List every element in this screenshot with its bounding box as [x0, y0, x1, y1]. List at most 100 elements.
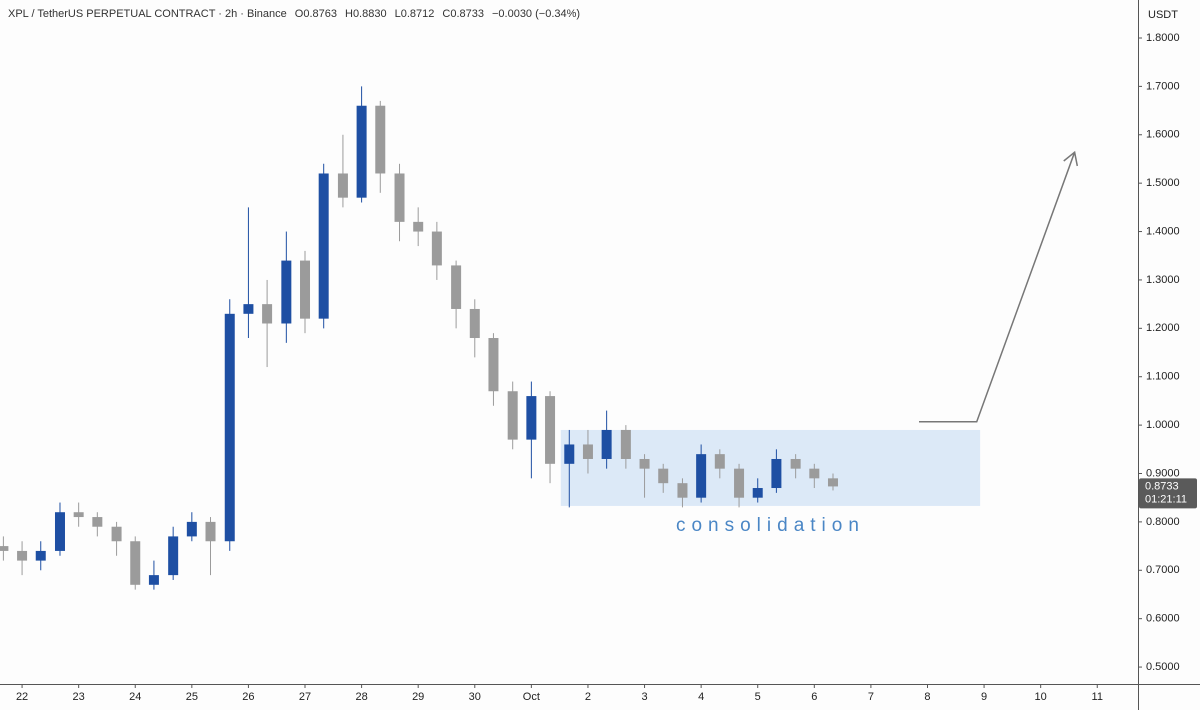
- candle-body: [130, 541, 141, 585]
- y-tick-label: 0.5000: [1146, 661, 1180, 673]
- candle-body: [318, 173, 329, 319]
- candle-body: [243, 304, 254, 314]
- candle-body: [469, 308, 480, 339]
- candle-body: [488, 338, 499, 392]
- header-text: 0.8830: [353, 8, 387, 20]
- candle-body: [507, 391, 518, 440]
- candle-body: [639, 458, 650, 469]
- x-tick-label: 9: [981, 691, 987, 703]
- x-tick-label: 24: [129, 691, 141, 703]
- header-text: O: [295, 8, 304, 20]
- candle-body: [677, 483, 688, 498]
- candle-body: [224, 313, 235, 542]
- header-text: 0.8733: [450, 8, 484, 20]
- candle-body: [168, 536, 179, 576]
- candle-body: [658, 468, 669, 484]
- candle-body: [205, 521, 216, 542]
- y-tick-label: 0.8000: [1146, 516, 1180, 528]
- candle-body: [92, 517, 103, 527]
- candle-body: [111, 526, 122, 542]
- axes: 0.5000 0.6000 0.7000 0.8000 0.9000 1.0000 1.10…: [16, 32, 1197, 703]
- x-tick-label: Oct: [523, 691, 540, 703]
- y-tick-label: 1.8000: [1146, 32, 1180, 44]
- x-tick-label: 22: [16, 691, 28, 703]
- price-unit: USDT: [1148, 9, 1178, 21]
- y-tick-label: 1.4000: [1146, 225, 1180, 237]
- y-tick-label: 1.6000: [1146, 129, 1180, 141]
- candle-body: [564, 444, 575, 464]
- y-tick-label: 1.0000: [1146, 419, 1180, 431]
- y-tick-label: 1.1000: [1146, 371, 1180, 383]
- candle-body: [300, 260, 311, 319]
- header-text: H: [345, 8, 353, 20]
- x-tick-label: 4: [698, 691, 704, 703]
- x-tick-label: 10: [1035, 691, 1047, 703]
- candle-body: [734, 468, 745, 498]
- candle-body: [356, 105, 367, 198]
- candle-body: [431, 231, 442, 266]
- x-tick-label: 27: [299, 691, 311, 703]
- x-tick-label: 3: [641, 691, 647, 703]
- candle-body: [281, 260, 292, 324]
- header-text: 0.8763: [303, 8, 337, 20]
- candle-body: [809, 468, 820, 479]
- candle-body: [620, 429, 631, 459]
- x-tick-label: 28: [355, 691, 367, 703]
- candle-body: [601, 429, 612, 459]
- candle-body: [790, 458, 801, 469]
- consolidation-label: consolidation: [676, 515, 865, 536]
- x-tick-label: 26: [242, 691, 254, 703]
- countdown-label: 01:21:11: [1145, 493, 1187, 505]
- candle-body: [17, 550, 28, 561]
- candle-body: [148, 575, 159, 585]
- candle-body: [394, 173, 405, 222]
- candle-body: [0, 546, 9, 551]
- y-tick-label: 0.7000: [1146, 564, 1180, 576]
- price-axis-area: [1138, 0, 1200, 710]
- projection-arrow: [919, 151, 1076, 423]
- y-tick-label: 0.9000: [1146, 467, 1180, 479]
- candle-body: [73, 512, 84, 518]
- candle-body: [526, 396, 537, 440]
- candle-body: [545, 396, 556, 464]
- candle-body: [186, 521, 197, 537]
- candle-body: [827, 478, 838, 487]
- y-tick-label: 1.7000: [1146, 80, 1180, 92]
- y-tick-label: 0.6000: [1146, 613, 1180, 625]
- header: XPL / TetherUS PERPETUAL CONTRACT · 2h ·…: [8, 8, 580, 20]
- x-tick-label: 29: [412, 691, 424, 703]
- y-tick-label: 1.2000: [1146, 322, 1180, 334]
- x-tick-label: 25: [186, 691, 198, 703]
- candle-body: [451, 265, 462, 309]
- y-tick-label: 1.5000: [1146, 177, 1180, 189]
- header-text: L: [395, 8, 401, 20]
- header-text: 0.8712: [401, 8, 435, 20]
- candle-body: [35, 550, 46, 561]
- arrow-head: [1063, 150, 1079, 167]
- plot-area: consolidation: [0, 86, 1079, 590]
- candle-body: [413, 221, 424, 232]
- candle-body: [696, 454, 707, 498]
- candle-body: [582, 444, 593, 459]
- x-tick-label: 7: [868, 691, 874, 703]
- x-tick-label: 8: [924, 691, 930, 703]
- candle-body: [375, 105, 386, 174]
- x-tick-label: 2: [585, 691, 591, 703]
- candle-body: [54, 512, 65, 551]
- header-text: C: [442, 8, 450, 20]
- header-text: XPL / TetherUS PERPETUAL CONTRACT · 2h ·…: [8, 8, 287, 20]
- x-tick-label: 6: [811, 691, 817, 703]
- header-text: −0.0030 (−0.34%): [492, 8, 580, 20]
- candle-body: [771, 458, 782, 489]
- candle-body: [752, 488, 763, 498]
- x-tick-label: 11: [1092, 691, 1103, 703]
- candle-body: [714, 454, 725, 469]
- candle-body: [262, 304, 273, 324]
- last-price-box: [1139, 478, 1197, 509]
- y-tick-label: 1.3000: [1146, 274, 1180, 286]
- candle-body: [337, 173, 348, 198]
- x-tick-label: 23: [73, 691, 85, 703]
- last-price-label: 0.8733: [1145, 480, 1179, 492]
